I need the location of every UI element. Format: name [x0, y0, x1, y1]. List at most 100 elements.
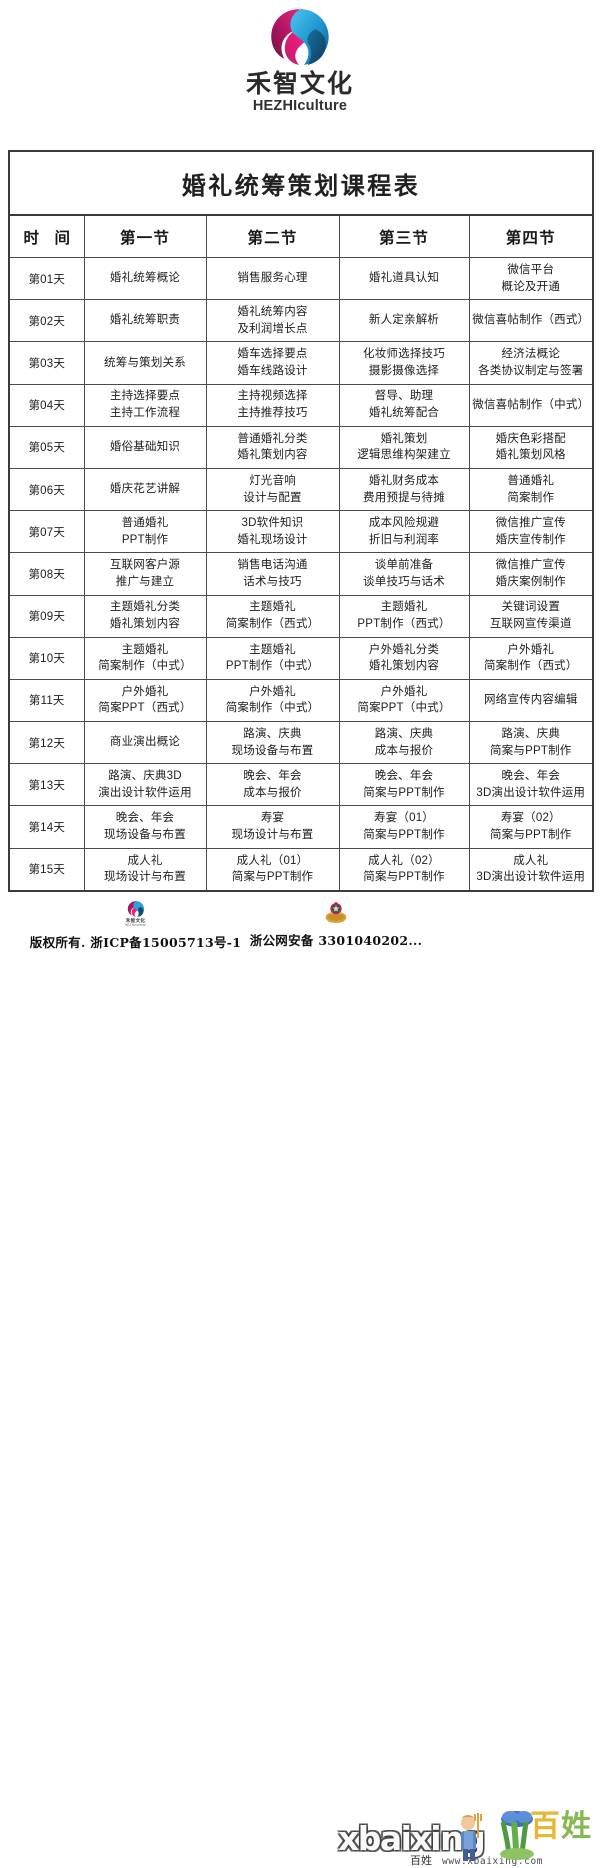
- day-cell: 第04天: [8, 383, 85, 427]
- topic-line: 路演、庆典: [243, 727, 302, 740]
- topic-line: 晚会、年会: [243, 770, 302, 783]
- topic-cell-session-2: 晚会、年会 成本与报价: [205, 763, 340, 807]
- column-header-session-3: 第三节: [338, 214, 470, 258]
- table-row: 第13天 路演、庆典3D 演出设计软件运用 晚会、年会 成本与报价 晚会、年会 简案与PPT…: [8, 763, 594, 807]
- column-header-time: 时 间: [8, 214, 85, 258]
- table-body: 第01天 婚礼统筹概论 销售服务心理 婚礼道具认知 微信平台 概论及开通 第02天 婚礼统筹职…: [8, 256, 594, 892]
- topic-line: 婚车线路设计: [237, 364, 308, 377]
- topic-cell-session-4: 微信喜帖制作（西式）: [468, 299, 594, 343]
- police-emblem-icon: [323, 900, 349, 926]
- topic-cell-session-2: 销售服务心理: [205, 256, 340, 301]
- topic-line: 户外婚礼: [507, 643, 555, 656]
- topic-line: 折旧与利润率: [368, 533, 440, 546]
- column-header-session-2: 第二节: [205, 214, 340, 258]
- topic-line: 推广与建立: [115, 575, 175, 588]
- topic-line: 简案与PPT制作: [363, 829, 445, 842]
- topic-cell-session-3: 户外婚礼 简案PPT（中式）: [338, 678, 470, 723]
- topic-line: 概论及开通: [501, 280, 561, 293]
- topic-line: 婚俗基础知识: [109, 441, 181, 453]
- topic-line: 户外婚礼: [249, 685, 296, 698]
- topic-line: 路演、庆典3D: [108, 770, 182, 783]
- topic-cell-session-1: 路演、庆典3D 演出设计软件运用: [83, 763, 207, 807]
- topic-line: 路演、庆典: [374, 727, 434, 740]
- footer-police-record-block: 浙公网安备 3301040202...: [236, 900, 436, 949]
- title-row: 婚礼统筹策划课程表: [8, 150, 594, 216]
- topic-line: 成本与报价: [374, 744, 434, 757]
- topic-line: 婚庆色彩搭配: [495, 432, 566, 445]
- topic-line: 简案制作（西式）: [225, 618, 320, 631]
- day-cell: 第07天: [8, 510, 85, 554]
- topic-cell-session-4: 微信喜帖制作（中式）: [468, 383, 594, 427]
- topic-cell-session-4: 成人礼 3D演出设计软件运用: [468, 847, 594, 892]
- topic-line: 经济法概论: [501, 348, 561, 361]
- topic-cell-session-2: 普通婚礼分类 婚礼策划内容: [205, 425, 340, 469]
- topic-line: 婚礼策划内容: [368, 660, 440, 673]
- topic-line: 销售服务心理: [237, 272, 308, 285]
- topic-line: 简案与PPT制作: [363, 871, 445, 884]
- topic-line: 普通婚礼: [121, 517, 169, 530]
- footer-brand-en: HEZHIculture: [124, 923, 147, 928]
- topic-cell-session-3: 谈单前准备 谈单技巧与话术: [338, 552, 470, 596]
- watermark-tag: 百姓: [410, 1854, 432, 1867]
- watermark-word: xbaixing: [338, 1819, 486, 1858]
- topic-line: 婚礼策划风格: [495, 449, 566, 462]
- table-row: 第08天 互联网客户源 推广与建立 销售电话沟通 话术与技巧 谈单前准备 谈单技巧与话术 微信…: [8, 552, 594, 596]
- topic-cell-session-1: 互联网客户源 推广与建立: [83, 552, 207, 596]
- day-cell: 第12天: [8, 721, 85, 765]
- topic-cell-session-1: 婚礼统筹概论: [83, 256, 207, 301]
- topic-line: 婚庆花艺讲解: [109, 483, 181, 496]
- topic-line: PPT制作（中式）: [225, 660, 320, 673]
- day-cell: 第05天: [8, 425, 85, 469]
- topic-cell-session-1: 婚俗基础知识: [83, 425, 207, 469]
- topic-line: 简案制作（西式）: [483, 660, 578, 673]
- topic-line: PPT制作: [121, 533, 169, 546]
- topic-line: 微信喜帖制作（中式）: [472, 398, 590, 411]
- topic-cell-session-1: 婚庆花艺讲解: [83, 467, 207, 512]
- topic-line: 摄影摄像选择: [368, 364, 440, 377]
- topic-line: 晚会、年会: [374, 770, 434, 783]
- day-cell: 第10天: [8, 636, 85, 680]
- topic-line: 婚礼策划: [380, 432, 428, 445]
- topic-line: 主题婚礼: [249, 601, 296, 614]
- topic-line: 微信推广宣传: [495, 517, 566, 530]
- topic-line: 简案与PPT制作: [231, 871, 314, 884]
- topic-cell-session-3: 新人定亲解析: [338, 299, 470, 343]
- topic-cell-session-1: 主持选择要点 主持工作流程: [83, 383, 207, 427]
- topic-line: PPT制作（西式）: [357, 618, 451, 631]
- brand-name-cn: 禾智文化: [245, 69, 354, 98]
- topic-line: 主持工作流程: [109, 407, 181, 420]
- topic-cell-session-4: 经济法概论 各类协议制定与签署: [468, 341, 594, 385]
- topic-line: 婚庆宣传制作: [495, 533, 566, 546]
- topic-line: 婚礼统筹职责: [109, 314, 181, 327]
- topic-line: 婚礼统筹配合: [368, 407, 440, 420]
- topic-line: 简案制作（中式）: [98, 660, 192, 673]
- watermark-vegetable-icon: [500, 1811, 534, 1860]
- topic-cell-session-2: 户外婚礼 简案制作（中式）: [205, 678, 340, 723]
- topic-cell-session-4: 微信推广宣传 婚庆宣传制作: [468, 510, 594, 554]
- topic-cell-session-1: 普通婚礼 PPT制作: [83, 510, 207, 554]
- topic-line: 成人礼: [127, 854, 163, 867]
- table-row: 第12天 商业演出概论 路演、庆典 现场设备与布置 路演、庆典 成本与报价 路演、庆典 简案与…: [8, 721, 594, 765]
- topic-line: 销售电话沟通: [237, 559, 308, 572]
- day-cell: 第03天: [8, 341, 85, 385]
- topic-line: 晚会、年会: [115, 812, 175, 825]
- topic-line: 设计与配置: [243, 491, 302, 504]
- topic-cell-session-3: 晚会、年会 简案与PPT制作: [338, 763, 470, 807]
- topic-cell-session-2: 成人礼（01） 简案与PPT制作: [205, 847, 340, 892]
- topic-cell-session-1: 主题婚礼分类 婚礼策划内容: [83, 594, 207, 638]
- table-row: 第14天 晚会、年会 现场设备与布置 寿宴 现场设计与布置 寿宴（01） 简案与PPT制作寿…: [8, 805, 594, 849]
- table-row: 第11天 户外婚礼 简案PPT（西式） 户外婚礼 简案制作（中式） 户外婚礼 简案PPT（中…: [8, 678, 594, 723]
- topic-line: 晚会、年会: [501, 770, 561, 783]
- topic-line: 路演、庆典: [501, 727, 561, 740]
- topic-line: 婚礼策划内容: [237, 449, 308, 462]
- topic-cell-session-4: 寿宴（02） 简案与PPT制作: [468, 805, 594, 849]
- topic-line: 话术与技巧: [243, 575, 302, 588]
- topic-line: 主持视频选择: [237, 390, 308, 403]
- table-title-cell: 婚礼统筹策划课程表: [8, 150, 594, 216]
- topic-cell-session-4: 微信推广宣传 婚庆案例制作: [468, 552, 594, 596]
- topic-line: 微信平台: [507, 263, 555, 276]
- topic-line: 互联网宣传渠道: [489, 618, 572, 631]
- topic-line: 新人定亲解析: [368, 314, 440, 327]
- topic-line: 户外婚礼: [380, 685, 428, 698]
- topic-line: 主题婚礼分类: [109, 601, 181, 614]
